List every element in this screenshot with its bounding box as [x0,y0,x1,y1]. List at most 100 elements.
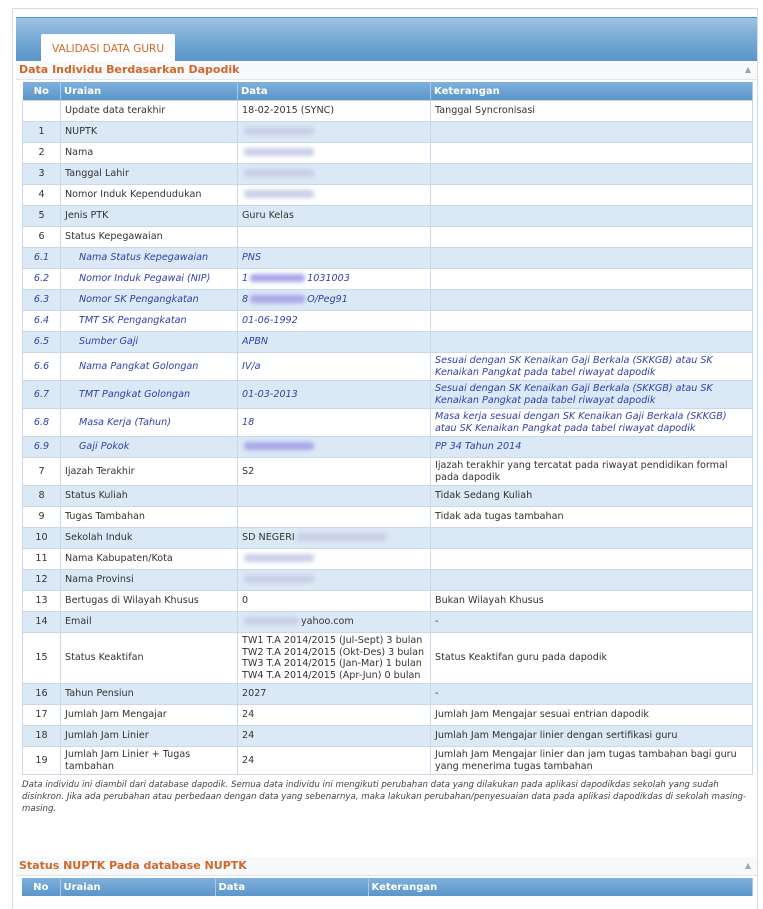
cell-no: 6.4 [22,310,61,332]
col-header-keterangan: Keterangan [430,82,753,101]
cell-data [237,569,431,591]
data-prefix: 8 [242,294,249,306]
cell-keterangan: Tanggal Syncronisasi [430,100,753,122]
table-row: 6.3 Nomor SK Pengangkatan 8 O/Peg91 [22,289,753,311]
data-value: PNS [242,252,262,264]
cell-keterangan [430,226,753,248]
data-value: Guru Kelas [242,210,294,222]
table-row: 14 Email yahoo.com - [22,611,753,633]
cell-uraian: Masa Kerja (Tahun) [60,408,238,437]
cell-uraian: TMT Pangkat Golongan [60,380,238,409]
table-row: 9 Tugas Tambahan Tidak ada tugas tambahan [22,506,753,528]
cell-keterangan: Tidak ada tugas tambahan [430,506,753,528]
collapse-icon[interactable]: ▲ [744,861,751,870]
data-value: 24 [242,754,255,766]
table-row: 18 Jumlah Jam Linier 24 Jumlah Jam Mengajar… [22,725,753,747]
table-row: 6.9 Gaji Pokok PP 34 Tahun 2014 [22,436,753,458]
cell-keterangan: Sesuai dengan SK Kenaikan Gaji Berkala (… [430,352,753,381]
cell-keterangan [430,268,753,290]
cell-data: 1 1031003 [237,268,431,290]
cell-uraian: Ijazah Terakhir [60,457,238,486]
cell-keterangan: PP 34 Tahun 2014 [430,436,753,458]
cell-uraian: NUPTK [60,121,238,143]
cell-no: 6.8 [22,408,61,437]
cell-keterangan: Jumlah Jam Mengajar sesuai entrian dapod… [430,704,753,726]
table-row: 10 Sekolah Induk SD NEGERI [22,527,753,549]
table-row: 16 Tahun Pensiun 2027 - [22,683,753,705]
table-row: 6.4 TMT SK Pengangkatan 01-06-1992 [22,310,753,332]
table-row: 5 Jenis PTK Guru Kelas [22,205,753,227]
redacted-value [250,295,306,304]
cell-uraian: Nama Provinsi [60,569,238,591]
cell-keterangan [430,569,753,591]
cell-data [237,142,431,164]
table-row: 6.7 TMT Pangkat Golongan 01-03-2013 Sesuai … [22,380,753,409]
redacted-value [244,190,314,199]
cell-data [237,226,431,248]
data-prefix: 1 [242,273,249,285]
cell-no: 6.6 [22,352,61,381]
cell-no: 6.5 [22,331,61,353]
cell-data: IV/a [237,352,431,381]
cell-uraian: Jenis PTK [60,205,238,227]
cell-no: 11 [22,548,61,570]
cell-no: 8 [22,485,61,507]
table-row: 6.2 Nomor Induk Pegawai (NIP) 1 1031003 [22,268,753,290]
tab-validasi-data-guru[interactable]: VALIDASI DATA GURU [41,34,175,62]
cell-uraian: Update data terakhir [60,100,238,122]
cell-keterangan [430,163,753,185]
redacted-value [296,533,387,542]
table-row: 13 Bertugas di Wilayah Khusus 0 Bukan Wilay… [22,590,753,612]
cell-data: yahoo.com [237,611,431,633]
redacted-value [250,274,306,283]
section-title[interactable]: Data Individu Berdasarkan Dapodik ▲ [16,61,757,80]
col-header-uraian: Uraian [60,82,238,101]
cell-no: 3 [22,163,61,185]
cell-data: 01-03-2013 [237,380,431,409]
cell-data [237,548,431,570]
data-value: 01-06-1992 [242,315,298,327]
cell-uraian: Bertugas di Wilayah Khusus [60,590,238,612]
cell-uraian: Jumlah Jam Mengajar [60,704,238,726]
cell-data: 24 [237,704,431,726]
cell-keterangan [430,205,753,227]
cell-no: 6.9 [22,436,61,458]
status-nuptk-table: No Uraian Data Keterangan [22,878,753,896]
cell-data: 2027 [237,683,431,705]
table-row: 4 Nomor Induk Kependudukan [22,184,753,206]
section-title-text: Status NUPTK Pada database NUPTK [19,859,247,872]
cell-keterangan [430,310,753,332]
cell-uraian: Nama Kabupaten/Kota [60,548,238,570]
cell-no: 18 [22,725,61,747]
cell-data: PNS [237,247,431,269]
table-row: 19 Jumlah Jam Linier + Tugas tambahan 24 Ju… [22,746,753,775]
cell-keterangan [430,331,753,353]
cell-uraian: Nomor Induk Pegawai (NIP) [60,268,238,290]
cell-no: 6.1 [22,247,61,269]
data-value: 1031003 [307,273,350,285]
table-row: 7 Ijazah Terakhir S2 Ijazah terakhir yang t… [22,457,753,486]
col-header-no: No [22,878,61,896]
cell-keterangan [430,121,753,143]
cell-keterangan: - [430,611,753,633]
data-value: APBN [242,336,269,348]
data-value: 2027 [242,688,267,700]
data-value: 24 [242,709,255,721]
cell-uraian: Nomor SK Pengangkatan [60,289,238,311]
data-value: 18-02-2015 (SYNC) [242,105,335,117]
section-title[interactable]: Status NUPTK Pada database NUPTK ▲ [16,857,757,876]
table-row: Update data terakhir 18-02-2015 (SYNC) Tan… [22,100,753,122]
cell-no: 7 [22,457,61,486]
cell-uraian: Status Keaktifan [60,632,238,684]
collapse-icon[interactable]: ▲ [744,65,751,74]
cell-keterangan: Bukan Wilayah Khusus [430,590,753,612]
table-row: 1 NUPTK [22,121,753,143]
cell-no: 6.3 [22,289,61,311]
cell-no: 13 [22,590,61,612]
cell-data: TW1 T.A 2014/2015 (Jul-Sept) 3 bulan TW2… [237,632,431,684]
cell-uraian: Gaji Pokok [60,436,238,458]
table-row: 6 Status Kepegawaian [22,226,753,248]
cell-uraian: Tahun Pensiun [60,683,238,705]
data-value: 01-03-2013 [242,388,298,400]
cell-no [22,100,61,122]
